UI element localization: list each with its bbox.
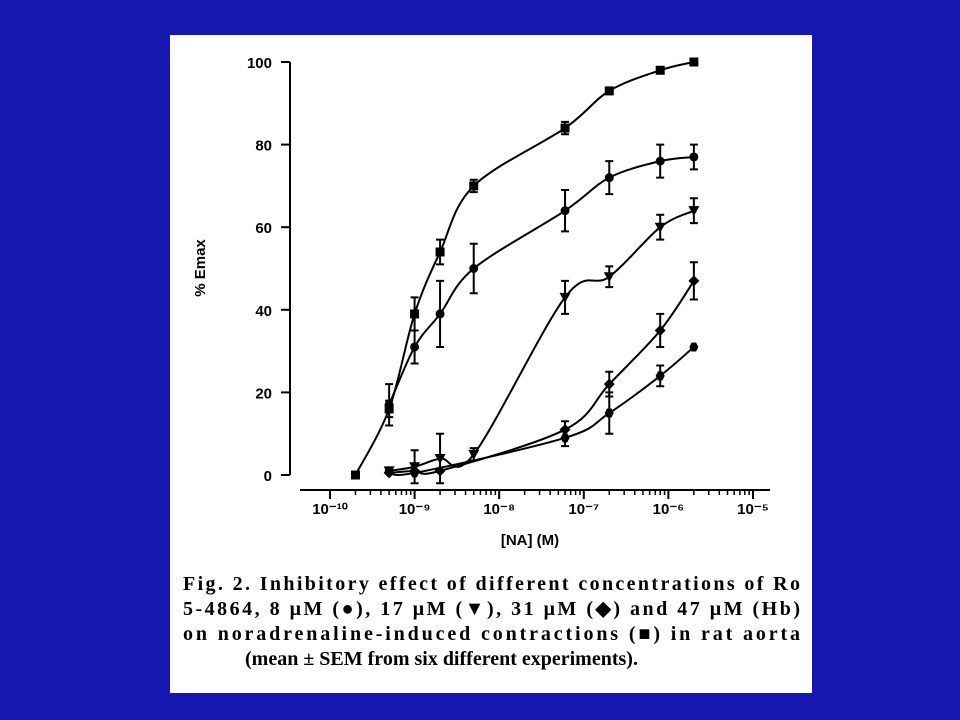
point xyxy=(350,470,360,480)
point xyxy=(469,181,479,191)
point xyxy=(655,371,665,381)
point xyxy=(410,468,420,478)
curve xyxy=(388,209,695,472)
caption-line: 5-4864, 8 μM (●), 17 μM (▼), 31 μM (◆) a… xyxy=(183,598,800,620)
y-tick-label: 100 xyxy=(247,55,272,72)
point xyxy=(435,309,445,319)
point xyxy=(688,206,700,217)
y-tick-label: 40 xyxy=(255,303,272,320)
point xyxy=(604,173,614,183)
x-tick-label: 10⁻⁸ xyxy=(483,501,515,518)
x-axis-label: [NA] (M) xyxy=(501,532,559,549)
y-tick-label: 60 xyxy=(255,220,272,237)
x-tick-label: 10⁻¹⁰ xyxy=(312,501,348,518)
point xyxy=(560,206,570,216)
point xyxy=(560,433,570,443)
x-tick-label: 10⁻⁷ xyxy=(568,501,599,518)
point xyxy=(689,342,699,352)
point xyxy=(654,324,666,336)
point xyxy=(468,449,480,460)
point xyxy=(654,222,666,233)
point xyxy=(604,86,614,96)
point xyxy=(560,123,570,133)
y-tick-label: 80 xyxy=(255,138,272,155)
figure-panel xyxy=(170,35,812,693)
y-tick-label: 0 xyxy=(264,468,272,485)
caption-line: (mean ± SEM from six different experimen… xyxy=(245,648,638,670)
y-tick-label: 20 xyxy=(255,385,272,402)
point xyxy=(604,408,614,418)
y-axis-label: % Emax xyxy=(192,239,209,297)
point xyxy=(688,275,700,287)
point xyxy=(559,292,571,303)
x-tick-label: 10⁻⁶ xyxy=(653,501,685,518)
point xyxy=(689,57,699,67)
curve xyxy=(388,155,694,406)
point xyxy=(469,264,479,273)
point xyxy=(655,65,665,75)
point xyxy=(603,272,615,283)
point xyxy=(410,309,420,319)
x-tick-label: 10⁻⁹ xyxy=(399,501,431,518)
point xyxy=(384,400,394,410)
point xyxy=(435,247,445,257)
point xyxy=(434,453,446,464)
x-tick-label: 10⁻⁵ xyxy=(737,501,769,518)
point xyxy=(603,378,615,390)
caption-line: Fig. 2. Inhibitory effect of different c… xyxy=(183,573,800,595)
point xyxy=(655,156,665,166)
point xyxy=(410,342,420,352)
point xyxy=(689,152,699,162)
point xyxy=(384,466,394,476)
